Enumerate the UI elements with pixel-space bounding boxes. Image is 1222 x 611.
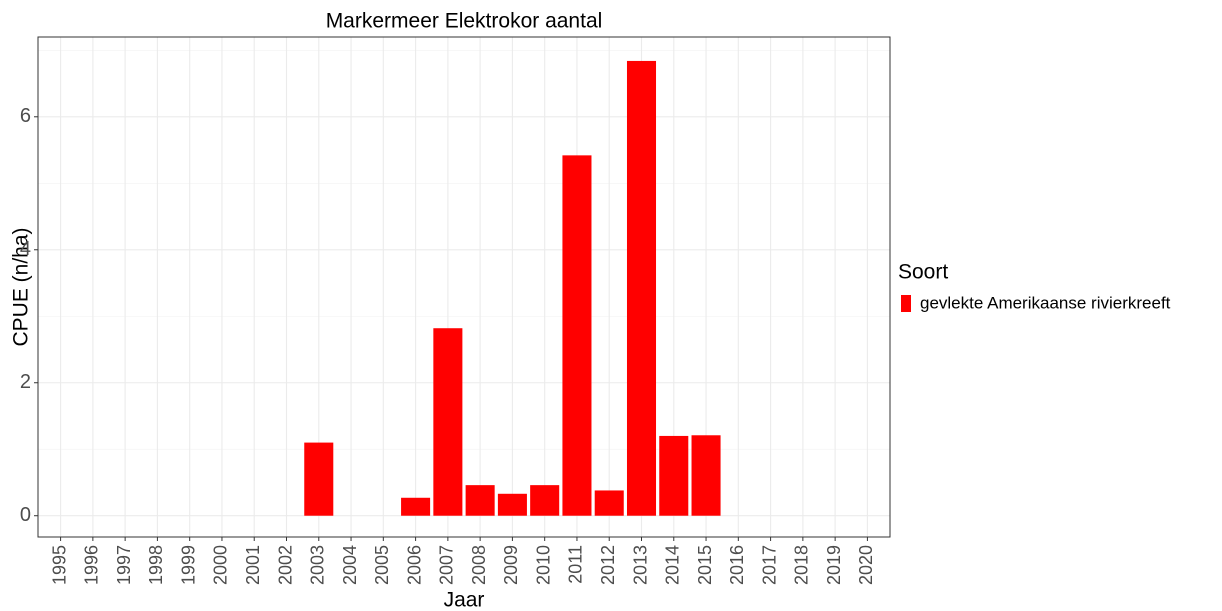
bar — [594, 490, 624, 516]
x-tick-label: 2002 — [275, 545, 295, 585]
x-tick-label: 1997 — [114, 545, 134, 585]
x-tick-label: 2014 — [663, 545, 683, 585]
x-tick-label: 2015 — [695, 545, 715, 585]
panel-border — [37, 36, 891, 538]
bar — [433, 328, 463, 516]
bar — [626, 60, 657, 516]
bar — [562, 155, 592, 516]
x-tick-label: 2013 — [630, 545, 650, 585]
x-tick-label: 2009 — [501, 545, 521, 585]
legend-title: Soort — [898, 261, 948, 284]
y-axis-title: CPUE (n/ha) — [10, 227, 33, 346]
bar — [691, 435, 721, 516]
x-tick-label: 2005 — [372, 545, 392, 585]
x-tick-label: 2000 — [211, 545, 231, 585]
bar — [401, 497, 431, 516]
x-tick-label: 2020 — [856, 545, 876, 585]
y-tick-label: 4 — [20, 238, 31, 260]
bar — [465, 485, 495, 516]
x-tick-label: 2012 — [598, 545, 618, 585]
y-tick-label: 2 — [20, 371, 31, 393]
x-tick-label: 1999 — [178, 545, 198, 585]
x-tick-label: 2004 — [340, 545, 360, 585]
x-tick-label: 1998 — [146, 545, 166, 585]
bar — [659, 435, 689, 516]
x-tick-label: 2011 — [566, 545, 586, 584]
x-tick-label: 1996 — [82, 545, 102, 585]
x-tick-label: 2010 — [533, 545, 553, 585]
x-tick-label: 2017 — [759, 545, 779, 585]
x-tick-label: 2018 — [792, 545, 812, 585]
chart-title: Markermeer Elektrokor aantal — [326, 10, 603, 33]
x-tick-label: 2016 — [727, 545, 747, 585]
x-tick-label: 2001 — [243, 545, 263, 585]
plot-panel — [38, 37, 890, 537]
legend-label: gevlekte Amerikaanse rivierkreeft — [920, 293, 1171, 312]
bar — [497, 493, 527, 516]
x-tick-label: 2003 — [308, 545, 328, 585]
x-tick-label: 2006 — [404, 545, 424, 585]
x-tick-label: 2019 — [824, 545, 844, 585]
x-tick-label: 2008 — [469, 545, 489, 585]
x-tick-label: 2007 — [437, 545, 457, 585]
y-tick-label: 6 — [20, 105, 31, 127]
x-tick-label: 1995 — [49, 545, 69, 585]
x-axis-title: Jaar — [444, 589, 485, 611]
legend-key — [901, 295, 911, 312]
bar — [530, 485, 560, 516]
y-tick-label: 0 — [20, 504, 31, 526]
bar — [304, 442, 334, 516]
